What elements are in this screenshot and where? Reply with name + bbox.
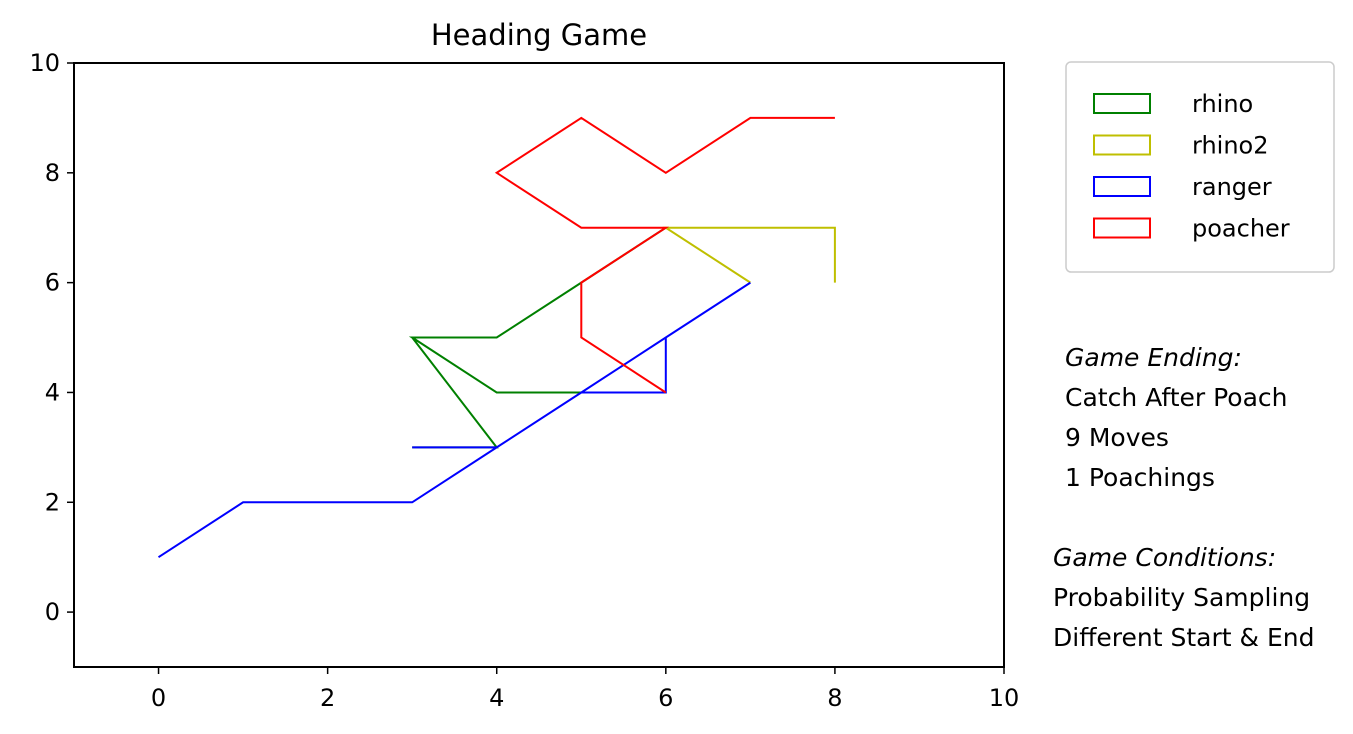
game-conditions-header: Game Conditions:: [1053, 543, 1277, 572]
y-axis: 0 2 4 6 8 10: [29, 49, 74, 626]
chart-title: Heading Game: [431, 18, 647, 52]
legend: rhino rhino2 ranger poacher: [1065, 61, 1335, 273]
legend-label-poacher: poacher: [1192, 215, 1290, 243]
x-axis: 0 2 4 6 8 10: [151, 667, 1019, 712]
x-tick-label: 2: [320, 684, 335, 712]
game-ending-reason: Catch After Poach: [1065, 383, 1288, 412]
game-conditions-positions: Different Start & End: [1053, 623, 1315, 652]
game-ending-poachings: 1 Poachings: [1065, 463, 1215, 492]
plot-frame: [73, 62, 1005, 668]
series-line-ranger: [157, 281, 751, 559]
legend-swatch-ranger: [1093, 176, 1151, 197]
legend-label-rhino2: rhino2: [1192, 132, 1269, 160]
legend-label-ranger: ranger: [1192, 173, 1272, 201]
legend-swatch-rhino: [1093, 93, 1151, 114]
legend-swatch-rhino2: [1093, 134, 1151, 156]
y-tick-label: 2: [45, 488, 60, 516]
plot-lines: [157, 116, 836, 559]
series-line-poacher: [494, 116, 835, 394]
legend-swatch-poacher: [1093, 217, 1151, 239]
series-line-rhino2: [662, 226, 836, 284]
game-ending-header: Game Ending:: [1065, 343, 1242, 372]
x-tick-label: 0: [151, 684, 166, 712]
game-conditions-sampling: Probability Sampling: [1053, 583, 1311, 612]
game-conditions-panel: Game Conditions: Probability Sampling Di…: [1053, 538, 1314, 658]
x-tick-label: 10: [989, 684, 1020, 712]
y-tick-label: 4: [45, 378, 60, 406]
legend-label-rhino: rhino: [1192, 90, 1253, 118]
y-tick-label: 6: [45, 269, 60, 297]
x-tick-label: 8: [827, 684, 842, 712]
game-ending-moves: 9 Moves: [1065, 423, 1169, 452]
x-tick-label: 6: [658, 684, 673, 712]
game-ending-panel: Game Ending: Catch After Poach 9 Moves 1…: [1065, 338, 1288, 498]
y-tick-label: 0: [45, 598, 60, 626]
y-tick-label: 8: [45, 159, 60, 187]
y-tick-label: 10: [29, 49, 60, 77]
series-line-rhino: [408, 226, 667, 449]
x-tick-label: 4: [489, 684, 504, 712]
